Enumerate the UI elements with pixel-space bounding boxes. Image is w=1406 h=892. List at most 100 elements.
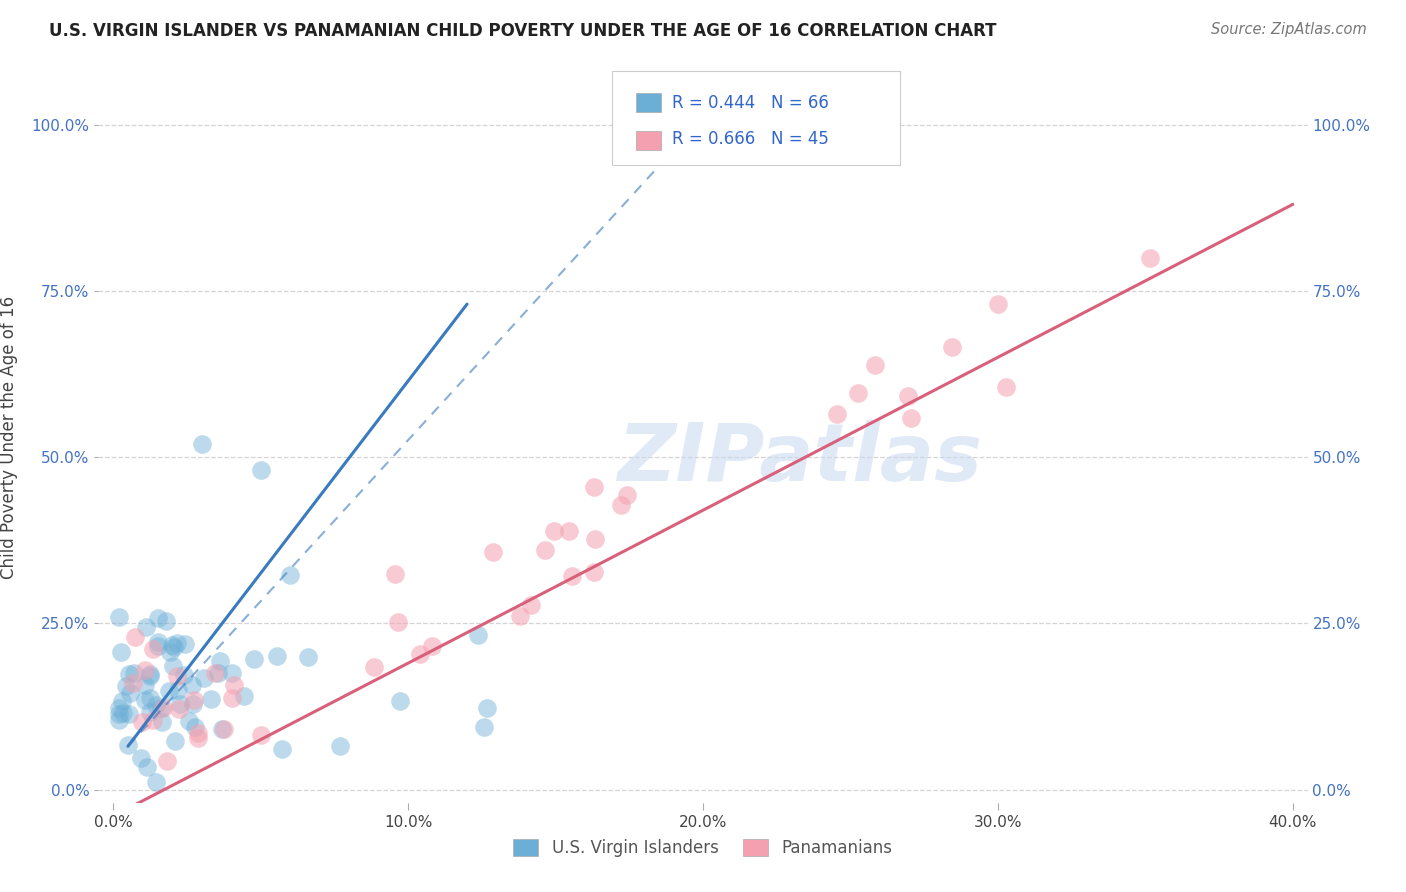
Text: R = 0.666   N = 45: R = 0.666 N = 45 xyxy=(672,130,830,148)
Point xyxy=(163,640,186,655)
Point xyxy=(583,565,606,579)
Point xyxy=(118,706,141,721)
Point xyxy=(142,641,165,656)
Text: R = 0.444   N = 66: R = 0.444 N = 66 xyxy=(672,94,830,112)
Point xyxy=(190,436,212,450)
Point xyxy=(224,677,246,691)
Point xyxy=(122,665,145,680)
Point xyxy=(150,700,173,714)
Point xyxy=(384,566,406,581)
Point xyxy=(183,697,205,711)
Point xyxy=(250,728,273,742)
Point xyxy=(183,692,205,706)
Point xyxy=(863,358,886,372)
Point xyxy=(134,693,156,707)
Point xyxy=(278,568,301,582)
Point xyxy=(179,714,201,729)
Point xyxy=(108,610,131,624)
Point xyxy=(111,694,134,708)
Point xyxy=(211,722,233,736)
Point xyxy=(543,524,565,539)
Point xyxy=(159,644,181,658)
Y-axis label: Child Poverty Under the Age of 16: Child Poverty Under the Age of 16 xyxy=(0,295,17,579)
Point xyxy=(467,627,489,641)
Legend: U.S. Virgin Islanders, Panamanians: U.S. Virgin Islanders, Panamanians xyxy=(506,832,900,864)
Point xyxy=(117,739,139,753)
Point xyxy=(557,524,579,538)
Point xyxy=(181,678,204,692)
Text: U.S. VIRGIN ISLANDER VS PANAMANIAN CHILD POVERTY UNDER THE AGE OF 16 CORRELATION: U.S. VIRGIN ISLANDER VS PANAMANIAN CHILD… xyxy=(49,22,997,40)
Point xyxy=(136,760,159,774)
Point xyxy=(270,742,292,756)
Point xyxy=(114,679,136,693)
Point xyxy=(363,660,385,674)
Point xyxy=(193,671,215,685)
Point xyxy=(152,700,174,714)
Point xyxy=(166,636,188,650)
Point xyxy=(124,630,146,644)
Point xyxy=(474,720,496,734)
Point xyxy=(207,665,229,680)
Point xyxy=(139,691,162,706)
Point xyxy=(1139,251,1161,265)
Point xyxy=(221,691,243,706)
Point xyxy=(900,411,922,425)
Point xyxy=(118,667,141,681)
Point xyxy=(122,676,145,690)
Point xyxy=(200,692,222,706)
Point xyxy=(145,775,167,789)
Point xyxy=(146,640,169,654)
Point xyxy=(120,686,142,700)
Point xyxy=(134,663,156,677)
Point xyxy=(169,697,191,711)
Point xyxy=(995,380,1018,394)
Point xyxy=(534,543,557,558)
Point xyxy=(243,651,266,665)
Point xyxy=(408,648,430,662)
Point xyxy=(610,498,633,512)
Point xyxy=(209,654,232,668)
Point xyxy=(387,615,409,629)
Point xyxy=(266,648,288,663)
Point xyxy=(897,388,920,402)
Point xyxy=(148,611,170,625)
Point xyxy=(987,297,1010,311)
Point xyxy=(174,637,197,651)
Point xyxy=(212,722,235,736)
Point xyxy=(184,720,207,734)
Point xyxy=(141,713,163,727)
Point xyxy=(329,739,352,753)
Point xyxy=(166,669,188,683)
Point xyxy=(233,690,256,704)
Point xyxy=(561,569,583,583)
Point xyxy=(167,682,190,697)
Point xyxy=(108,713,131,727)
Point xyxy=(112,706,135,720)
Point xyxy=(187,726,209,740)
Point xyxy=(477,701,499,715)
Point xyxy=(583,532,606,546)
Text: ZIPatlas: ZIPatlas xyxy=(617,420,983,498)
Point xyxy=(187,731,209,746)
Point xyxy=(155,614,177,628)
Point xyxy=(389,694,412,708)
Text: Source: ZipAtlas.com: Source: ZipAtlas.com xyxy=(1211,22,1367,37)
Point xyxy=(297,650,319,665)
Point xyxy=(108,701,131,715)
Point xyxy=(110,645,132,659)
Point xyxy=(138,667,160,681)
Point xyxy=(162,638,184,652)
Point xyxy=(139,705,162,719)
Point xyxy=(157,684,180,698)
Point xyxy=(616,488,638,502)
Point xyxy=(150,715,173,730)
Point xyxy=(169,701,191,715)
Point xyxy=(583,480,606,494)
Point xyxy=(139,669,162,683)
Point xyxy=(135,620,157,634)
Point xyxy=(509,608,531,623)
Point xyxy=(846,386,869,401)
Point xyxy=(825,408,848,422)
Point xyxy=(156,754,179,768)
Point xyxy=(173,667,195,681)
